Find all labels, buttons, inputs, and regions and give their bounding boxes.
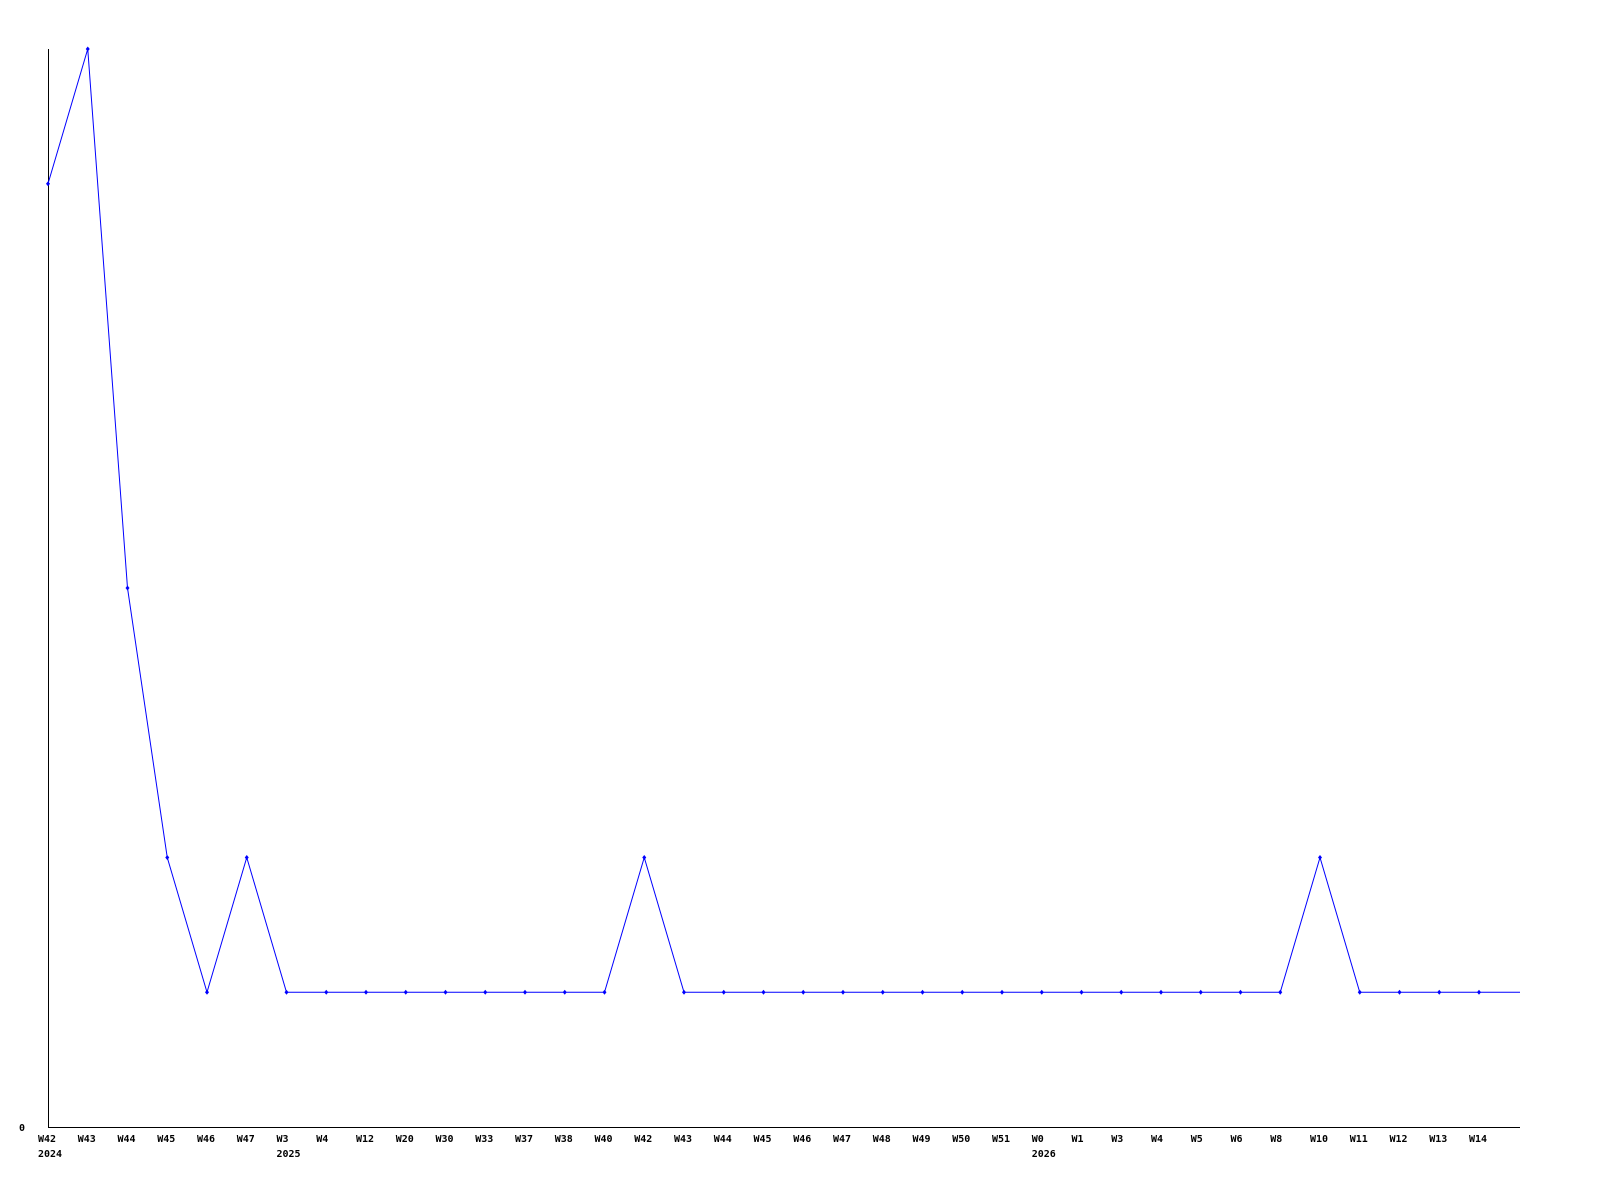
x-tick-label: W13 [1429, 1134, 1447, 1145]
x-tick-label: W3 [277, 1134, 289, 1145]
x-tick-label: W51 [992, 1134, 1010, 1145]
x-tick-label: W44 [118, 1134, 136, 1145]
data-point [1000, 989, 1004, 995]
x-tick-label: W42 [38, 1134, 56, 1145]
x-year-label: 2024 [38, 1149, 62, 1160]
data-point [284, 989, 289, 995]
data-point [1318, 855, 1322, 860]
data-point [1437, 989, 1442, 995]
data-point [85, 46, 90, 52]
x-tick-label: W37 [515, 1134, 533, 1145]
data-point [880, 989, 885, 995]
y-tick-label-0: 0 [19, 1123, 25, 1134]
data-point [403, 989, 408, 995]
data-point [1119, 989, 1124, 995]
x-year-label: 2026 [1032, 1149, 1056, 1160]
x-tick-label: W14 [1469, 1134, 1487, 1145]
x-tick-label: W0 [1032, 1134, 1044, 1145]
data-point [1238, 989, 1243, 995]
x-tick-label: W8 [1270, 1134, 1282, 1145]
data-point [1159, 989, 1163, 995]
x-tick-label: W43 [674, 1134, 692, 1145]
x-tick-label: W5 [1191, 1134, 1203, 1145]
x-year-label: 2025 [277, 1149, 301, 1160]
data-point [1397, 989, 1402, 995]
x-tick-label: W38 [555, 1134, 573, 1145]
data-point [125, 585, 130, 591]
x-tick-label: W1 [1072, 1134, 1084, 1145]
data-point [1079, 989, 1084, 995]
data-point [1477, 989, 1481, 995]
data-point [562, 989, 567, 995]
data-point [324, 989, 329, 995]
data-point [523, 989, 527, 995]
data-point [761, 989, 766, 995]
data-point [443, 989, 448, 995]
x-tick-label: W48 [873, 1134, 891, 1145]
data-point [642, 855, 647, 860]
x-tick-label: W45 [157, 1134, 175, 1145]
x-tick-label: W45 [754, 1134, 772, 1145]
x-tick-label: W12 [1390, 1134, 1408, 1145]
x-tick-label: W20 [396, 1134, 414, 1145]
data-point [682, 989, 686, 995]
data-point [960, 989, 965, 995]
x-tick-label: W49 [913, 1134, 931, 1145]
x-tick-label: W4 [316, 1134, 328, 1145]
x-tick-label: W43 [78, 1134, 96, 1145]
data-point [1357, 989, 1362, 995]
x-tick-label: W47 [833, 1134, 851, 1145]
data-point [1198, 989, 1203, 995]
x-tick-label: W12 [356, 1134, 374, 1145]
x-tick-label: W3 [1111, 1134, 1123, 1145]
x-tick-label: W46 [793, 1134, 811, 1145]
data-point [1039, 989, 1044, 995]
data-point [46, 181, 50, 187]
data-point [721, 989, 726, 995]
data-point [244, 855, 249, 860]
data-point [602, 989, 607, 995]
data-point [920, 989, 925, 995]
x-tick-label: W6 [1231, 1134, 1243, 1145]
x-tick-label: W40 [595, 1134, 613, 1145]
data-point [205, 989, 209, 995]
x-tick-label: W44 [714, 1134, 732, 1145]
series-line [47, 48, 1520, 995]
x-tick-label: W50 [952, 1134, 970, 1145]
x-tick-label: W46 [197, 1134, 215, 1145]
data-point [801, 989, 806, 995]
x-tick-label: W47 [237, 1134, 255, 1145]
x-tick-label: W30 [436, 1134, 454, 1145]
data-point [364, 989, 368, 995]
x-tick-label: W42 [634, 1134, 652, 1145]
data-point [841, 989, 845, 995]
data-point [483, 989, 488, 995]
x-tick-label: W10 [1310, 1134, 1328, 1145]
data-point [1278, 989, 1283, 995]
x-tick-label: W11 [1350, 1134, 1368, 1145]
x-tick-label: W33 [475, 1134, 493, 1145]
data-point [165, 855, 170, 860]
x-tick-label: W4 [1151, 1134, 1163, 1145]
